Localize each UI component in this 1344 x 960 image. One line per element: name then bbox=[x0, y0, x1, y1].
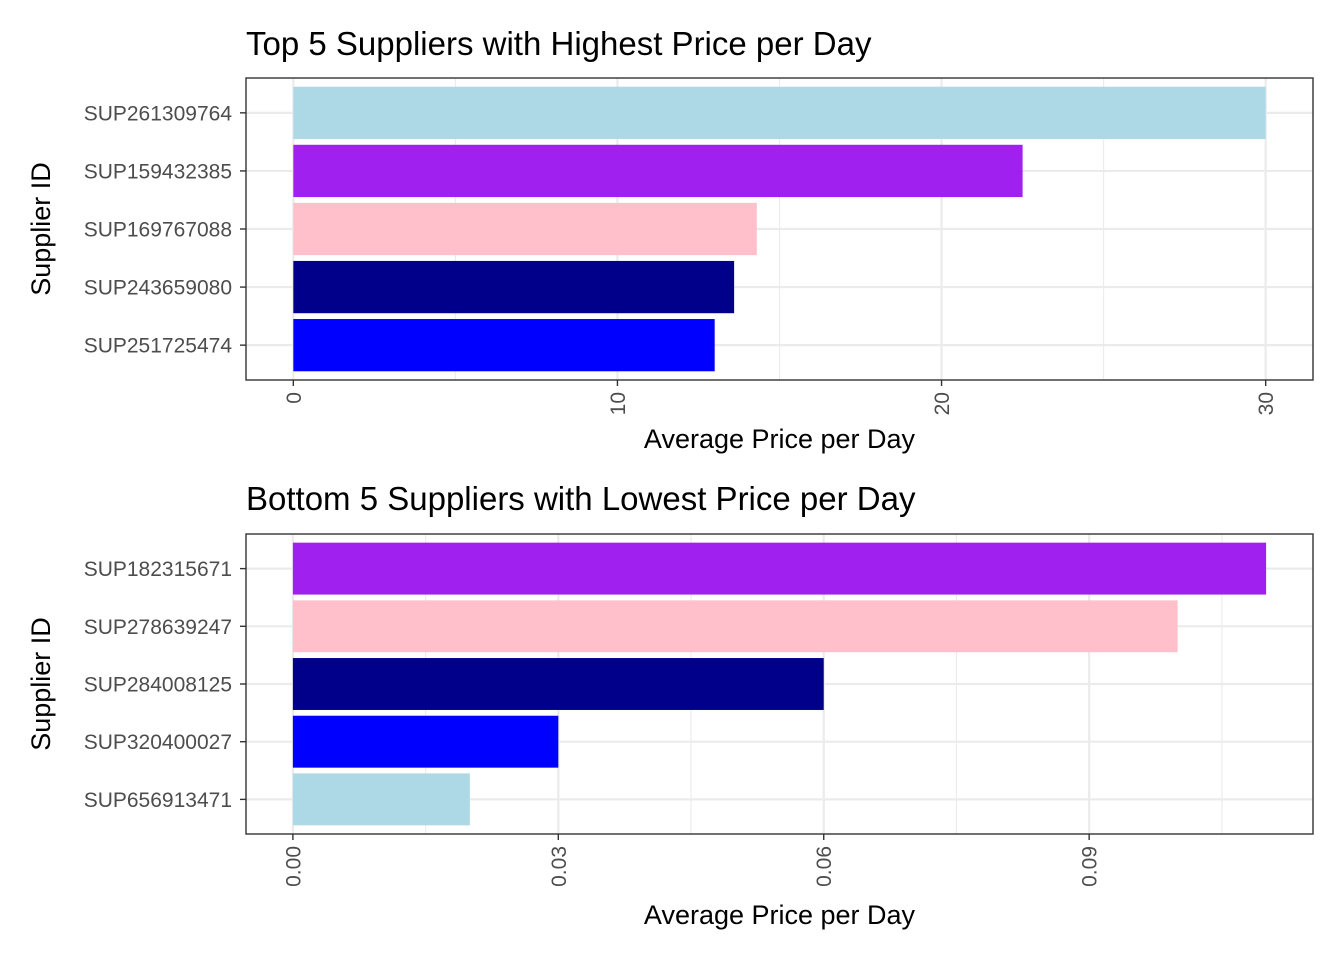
y-axis-title: Supplier ID bbox=[26, 617, 56, 751]
x-tick-label: 0.06 bbox=[813, 846, 836, 887]
x-tick-label: 0 bbox=[283, 392, 306, 404]
bar-sup159432385 bbox=[293, 144, 1023, 198]
x-tick-label: 0.09 bbox=[1079, 846, 1102, 887]
bar-sup169767088 bbox=[293, 202, 757, 256]
y-tick-label: SUP182315671 bbox=[84, 558, 232, 581]
x-tick-label: 0.00 bbox=[282, 846, 305, 887]
y-tick-label: SUP320400027 bbox=[84, 731, 232, 754]
bar-sup243659080 bbox=[293, 260, 735, 314]
x-tick-label: 10 bbox=[607, 392, 630, 415]
chart-title: Top 5 Suppliers with Highest Price per D… bbox=[246, 25, 872, 62]
x-axis-title: Average Price per Day bbox=[644, 424, 916, 454]
y-axis-title: Supplier ID bbox=[26, 162, 56, 296]
chart-title: Bottom 5 Suppliers with Lowest Price per… bbox=[246, 480, 916, 517]
bar-sup278639247 bbox=[292, 600, 1178, 653]
bar-sup656913471 bbox=[292, 773, 470, 826]
bar-sup320400027 bbox=[292, 715, 559, 768]
x-tick-label: 20 bbox=[931, 392, 954, 415]
y-tick-label: SUP656913471 bbox=[84, 789, 232, 812]
y-tick-label: SUP284008125 bbox=[84, 674, 232, 697]
x-tick-label: 0.03 bbox=[548, 846, 571, 887]
x-axis-title: Average Price per Day bbox=[644, 900, 916, 930]
y-tick-label: SUP169767088 bbox=[84, 219, 232, 242]
bar-sup182315671 bbox=[292, 542, 1267, 595]
y-tick-label: SUP159432385 bbox=[84, 160, 232, 183]
bar-sup251725474 bbox=[293, 319, 715, 372]
y-tick-label: SUP251725474 bbox=[84, 335, 233, 358]
bar-sup284008125 bbox=[292, 658, 824, 710]
y-tick-label: SUP261309764 bbox=[84, 102, 233, 125]
x-tick-label: 30 bbox=[1255, 392, 1278, 415]
y-tick-label: SUP243659080 bbox=[84, 277, 232, 300]
y-tick-label: SUP278639247 bbox=[84, 616, 232, 639]
bar-sup261309764 bbox=[293, 86, 1266, 139]
